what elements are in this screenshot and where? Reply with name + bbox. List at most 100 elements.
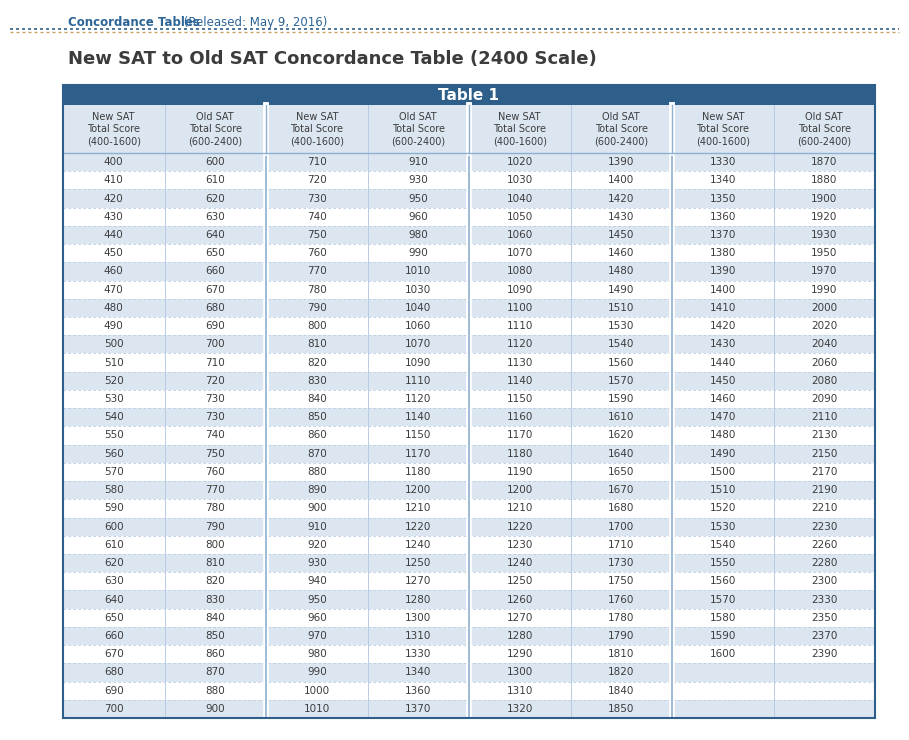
- Text: 660: 660: [205, 266, 225, 277]
- Text: 1050: 1050: [506, 212, 533, 222]
- Text: 640: 640: [104, 594, 124, 605]
- Text: 1030: 1030: [506, 175, 533, 185]
- Text: 800: 800: [307, 321, 326, 331]
- Text: 1840: 1840: [608, 686, 634, 696]
- Bar: [266, 608, 469, 627]
- Text: 1170: 1170: [405, 448, 432, 459]
- Text: 1090: 1090: [405, 357, 432, 368]
- Bar: [469, 189, 672, 208]
- Text: 1420: 1420: [710, 321, 736, 331]
- Bar: [672, 171, 875, 189]
- Bar: [469, 244, 672, 263]
- Bar: [469, 371, 672, 390]
- Text: 1330: 1330: [405, 649, 432, 659]
- Text: 410: 410: [104, 175, 124, 185]
- Text: 1000: 1000: [304, 686, 330, 696]
- Text: 730: 730: [205, 412, 225, 423]
- Bar: [63, 500, 266, 517]
- Text: 1570: 1570: [710, 594, 736, 605]
- Bar: [672, 244, 875, 263]
- Text: Old SAT
Total Score
(600-2400): Old SAT Total Score (600-2400): [594, 112, 648, 147]
- Bar: [672, 700, 875, 718]
- Text: 1310: 1310: [405, 631, 432, 641]
- Bar: [672, 445, 875, 462]
- Bar: [63, 608, 266, 627]
- Bar: [672, 354, 875, 371]
- Text: 1240: 1240: [506, 558, 533, 568]
- Text: 1570: 1570: [608, 376, 634, 386]
- Text: (Released: May 9, 2016): (Released: May 9, 2016): [180, 16, 327, 29]
- Bar: [63, 390, 266, 408]
- Text: 1100: 1100: [506, 303, 533, 313]
- Bar: [63, 105, 875, 153]
- Bar: [672, 335, 875, 354]
- Bar: [266, 189, 469, 208]
- Bar: [672, 371, 875, 390]
- Text: 1320: 1320: [506, 704, 533, 714]
- Text: 610: 610: [205, 175, 225, 185]
- Text: 2210: 2210: [811, 503, 837, 514]
- Text: 2040: 2040: [811, 340, 837, 349]
- Bar: [469, 663, 672, 682]
- Text: 690: 690: [205, 321, 225, 331]
- Text: 1780: 1780: [608, 613, 634, 623]
- Text: 1540: 1540: [710, 540, 736, 550]
- Bar: [469, 208, 672, 226]
- Text: 790: 790: [205, 522, 225, 531]
- Text: 510: 510: [104, 357, 124, 368]
- Bar: [469, 317, 672, 335]
- Text: 1210: 1210: [506, 503, 533, 514]
- Text: 1180: 1180: [506, 448, 533, 459]
- Text: 1370: 1370: [710, 230, 736, 240]
- Bar: [672, 226, 875, 244]
- Bar: [63, 445, 266, 462]
- Text: 1490: 1490: [710, 448, 736, 459]
- Bar: [63, 371, 266, 390]
- Text: 960: 960: [408, 212, 428, 222]
- Text: New SAT
Total Score
(400-1600): New SAT Total Score (400-1600): [290, 112, 344, 147]
- Bar: [672, 572, 875, 591]
- Text: 1360: 1360: [405, 686, 432, 696]
- Bar: [63, 335, 266, 354]
- Text: 1970: 1970: [811, 266, 837, 277]
- Text: 2060: 2060: [811, 357, 837, 368]
- Bar: [266, 645, 469, 663]
- Text: 1990: 1990: [811, 285, 837, 295]
- Bar: [672, 682, 875, 700]
- Text: 680: 680: [104, 667, 124, 677]
- Text: 650: 650: [205, 248, 225, 258]
- Text: 1270: 1270: [405, 576, 432, 586]
- Text: 1530: 1530: [710, 522, 736, 531]
- Text: 2090: 2090: [811, 394, 837, 404]
- Text: 630: 630: [205, 212, 225, 222]
- Text: 1620: 1620: [608, 431, 634, 440]
- Text: 1290: 1290: [506, 649, 533, 659]
- Bar: [63, 226, 266, 244]
- Bar: [672, 481, 875, 500]
- Bar: [469, 627, 672, 645]
- Bar: [469, 572, 672, 591]
- Text: 1920: 1920: [811, 212, 837, 222]
- Text: 1750: 1750: [608, 576, 634, 586]
- Text: 1060: 1060: [506, 230, 533, 240]
- Bar: [469, 445, 672, 462]
- Text: 720: 720: [205, 376, 225, 386]
- Text: 2230: 2230: [811, 522, 837, 531]
- Bar: [63, 572, 266, 591]
- Text: 440: 440: [104, 230, 124, 240]
- Text: 1070: 1070: [405, 340, 432, 349]
- Text: 1930: 1930: [811, 230, 837, 240]
- Text: 1440: 1440: [710, 357, 736, 368]
- Bar: [266, 299, 469, 317]
- Bar: [672, 554, 875, 572]
- Text: 1580: 1580: [710, 613, 736, 623]
- Text: 1870: 1870: [811, 157, 837, 167]
- Bar: [63, 244, 266, 263]
- Text: 1330: 1330: [710, 157, 736, 167]
- Bar: [266, 244, 469, 263]
- Text: 1370: 1370: [405, 704, 432, 714]
- Bar: [266, 317, 469, 335]
- Text: 1530: 1530: [608, 321, 634, 331]
- Text: 880: 880: [307, 467, 326, 477]
- Text: 860: 860: [205, 649, 225, 659]
